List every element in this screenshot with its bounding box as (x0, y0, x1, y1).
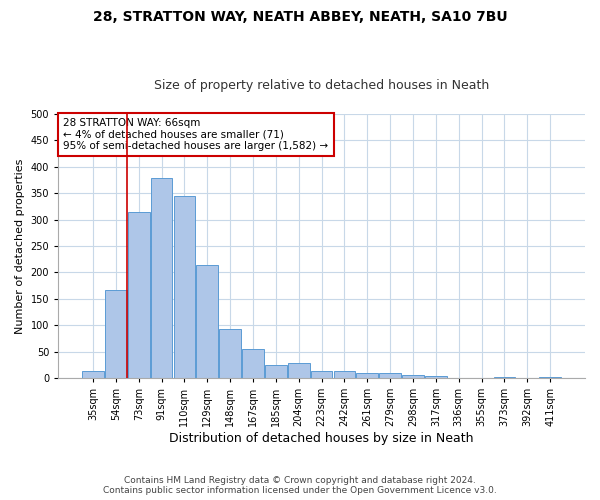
Bar (173, 196, 196, 378)
Bar (425, 376, 447, 378)
Bar (105, 290, 127, 378)
Bar (334, 371, 355, 378)
Text: Contains HM Land Registry data © Crown copyright and database right 2024.
Contai: Contains HM Land Registry data © Crown c… (103, 476, 497, 495)
Text: 28, STRATTON WAY, NEATH ABBEY, NEATH, SA10 7BU: 28, STRATTON WAY, NEATH ABBEY, NEATH, SA… (92, 10, 508, 24)
Bar (220, 329, 241, 378)
Title: Size of property relative to detached houses in Neath: Size of property relative to detached ho… (154, 79, 489, 92)
Bar (311, 370, 332, 378)
Bar (128, 212, 149, 378)
Y-axis label: Number of detached properties: Number of detached properties (15, 158, 25, 334)
Bar (242, 349, 264, 378)
Bar (379, 374, 401, 378)
Bar (196, 264, 218, 378)
Bar (82, 371, 104, 378)
Bar (151, 178, 172, 378)
Bar (539, 377, 561, 378)
Bar (356, 373, 378, 378)
Text: 28 STRATTON WAY: 66sqm
← 4% of detached houses are smaller (71)
95% of semi-deta: 28 STRATTON WAY: 66sqm ← 4% of detached … (64, 118, 329, 151)
Bar (494, 377, 515, 378)
Bar (402, 375, 424, 378)
X-axis label: Distribution of detached houses by size in Neath: Distribution of detached houses by size … (169, 432, 474, 445)
Bar (288, 364, 310, 378)
Bar (265, 366, 287, 378)
